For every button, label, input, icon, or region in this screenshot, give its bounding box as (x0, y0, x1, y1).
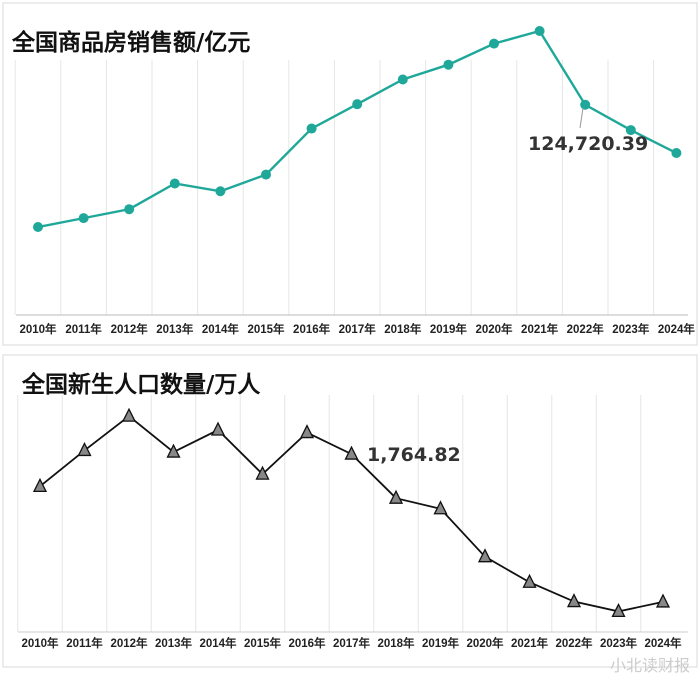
top-panel-frame (2, 2, 698, 346)
top-x-tick-label: 2014年 (202, 322, 240, 336)
top-data-point (33, 222, 43, 233)
top-x-tick-label: 2019年 (430, 322, 468, 336)
bottom-data-point (344, 445, 359, 460)
top-data-point (443, 59, 454, 70)
bottom-x-tick-label: 2011年 (66, 636, 103, 650)
top-x-tick-label: 2015年 (247, 322, 285, 336)
bottom-data-point (77, 441, 92, 457)
bottom-data-point (388, 489, 404, 504)
bottom-data-point (32, 477, 48, 492)
bottom-x-tick-label: 2014年 (199, 636, 237, 650)
top-x-tick-label: 2013年 (156, 322, 194, 336)
bottom-series-line (39, 415, 664, 613)
top-data-point (534, 26, 545, 37)
top-x-tick-label: 2023年 (612, 322, 650, 336)
top-data-point (169, 178, 180, 189)
bottom-data-point (522, 573, 537, 588)
top-x-tick-label: 2020年 (475, 322, 513, 336)
bottom-x-tick-label: 2013年 (155, 636, 193, 650)
bottom-x-tick-label: 2020年 (466, 636, 504, 650)
top-data-point (580, 99, 591, 110)
top-x-tick-label: 2011年 (65, 322, 102, 336)
bottom-x-tick-label: 2019年 (422, 636, 460, 650)
top-x-tick-label: 2012年 (111, 322, 149, 336)
bottom-chart-title: 全国新生人口数量/万人 (21, 371, 261, 398)
bottom-x-tick-label: 2024年 (644, 636, 682, 650)
top-data-point (261, 169, 271, 180)
top-data-point (78, 213, 89, 224)
watermark: 小北读财报 (610, 656, 690, 673)
top-x-tick-label: 2010年 (19, 322, 57, 336)
bottom-x-tick-label: 2022年 (555, 636, 593, 650)
top-x-tick-label: 2018年 (384, 322, 422, 336)
top-x-tick-label: 2016年 (293, 322, 331, 336)
top-x-tick-label: 2017年 (339, 322, 377, 336)
bottom-x-tick-label: 2023年 (600, 636, 638, 650)
bottom-data-point (210, 421, 226, 436)
top-data-point (306, 123, 317, 134)
top-series-line (37, 29, 677, 229)
bottom-x-tick-label: 2015年 (244, 636, 282, 650)
top-data-point (489, 38, 499, 49)
top-annotation-label: 124,720.39 (528, 133, 648, 155)
bottom-data-point (611, 602, 626, 618)
bottom-x-tick-label: 2021年 (511, 636, 549, 650)
bottom-x-tick-label: 2010年 (21, 636, 59, 650)
bottom-data-point (566, 593, 582, 608)
bottom-annotation-label: 1,764.82 (367, 444, 461, 466)
top-data-point (397, 74, 408, 85)
bottom-x-tick-label: 2017年 (333, 636, 371, 650)
bottom-data-point (477, 548, 493, 563)
top-x-tick-label: 2021年 (521, 322, 559, 336)
top-annotation-leader (579, 107, 584, 129)
bottom-data-point (655, 593, 671, 608)
bottom-data-point (166, 443, 181, 458)
top-chart-title: 全国商品房销售额/亿元 (11, 29, 250, 56)
bottom-data-point (255, 465, 270, 480)
bottom-data-point (299, 424, 315, 439)
bottom-data-point (433, 500, 448, 515)
top-data-point (671, 148, 682, 159)
bottom-x-tick-label: 2012年 (110, 636, 148, 650)
bottom-data-point (121, 407, 137, 422)
top-x-tick-label: 2024年 (658, 322, 696, 336)
top-data-point (124, 204, 135, 215)
top-data-point (625, 125, 636, 136)
top-data-point (215, 186, 226, 197)
top-x-tick-label: 2022年 (567, 322, 605, 336)
bottom-panel-frame (2, 354, 698, 668)
top-data-point (352, 99, 363, 110)
bottom-x-tick-label: 2018年 (377, 636, 415, 650)
bottom-x-tick-label: 2016年 (288, 636, 326, 650)
